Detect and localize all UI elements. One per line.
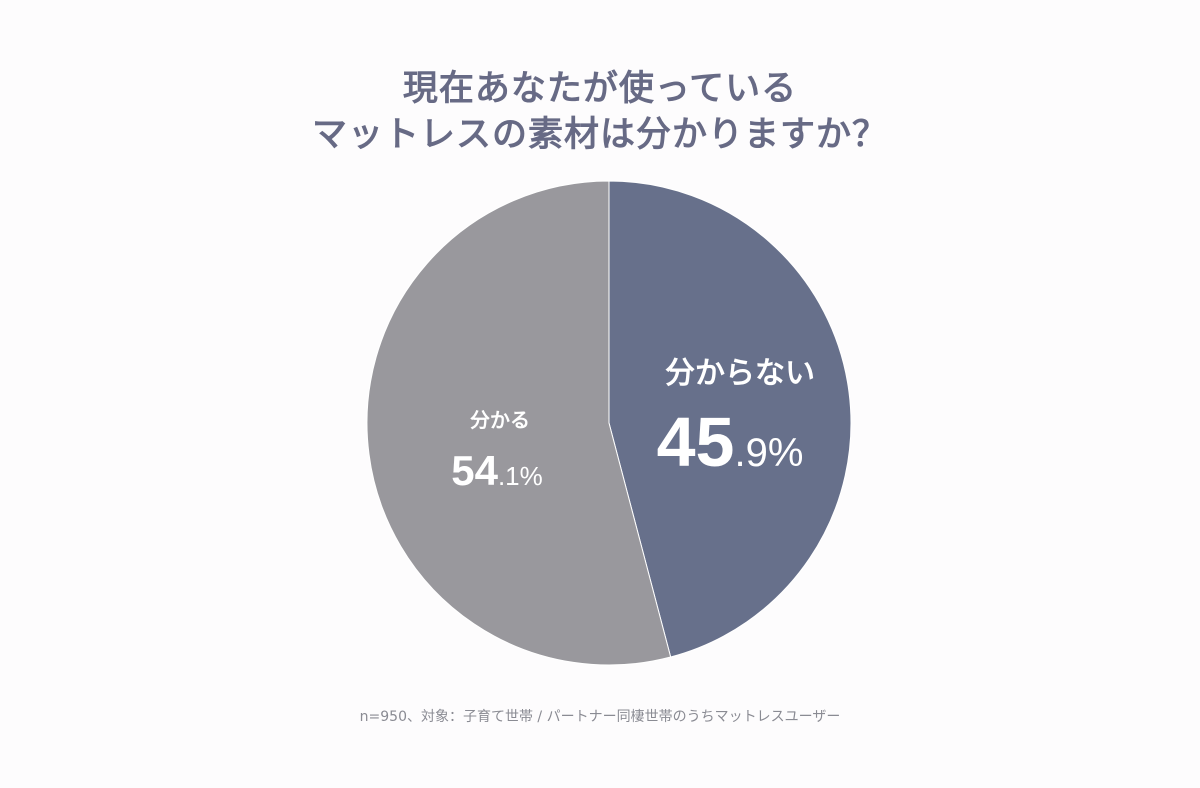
slice-label-value: 54.1%: [451, 447, 543, 494]
footnote: n=950、対象：子育て世帯 / パートナー同棲世帯のうちマットレスユーザー: [359, 709, 841, 725]
pie-slice-unknown: [608, 180, 852, 658]
pie-slice-known: [366, 180, 672, 666]
pie-labels: 分からない 45.9% 分かる 54.1%: [451, 356, 815, 494]
slice-value-decimal: .9%: [734, 431, 803, 475]
slice-label-name: 分からない: [665, 356, 815, 391]
slice-label-name: 分かる: [470, 408, 530, 432]
slice-value-integer: 54: [451, 447, 498, 494]
chart-title-line-1: 現在あなたが使っている: [402, 69, 798, 109]
chart-title: 現在あなたが使っている マットレスの素材は分かりますか？: [0, 66, 1200, 158]
chart-title-line-2: マットレスの素材は分かりますか？: [311, 115, 888, 155]
slice-label-value: 45.9%: [657, 403, 804, 481]
slice-value-integer: 45: [657, 403, 735, 481]
pie-slices: [366, 180, 852, 666]
slice-value-decimal: .1%: [498, 461, 543, 491]
